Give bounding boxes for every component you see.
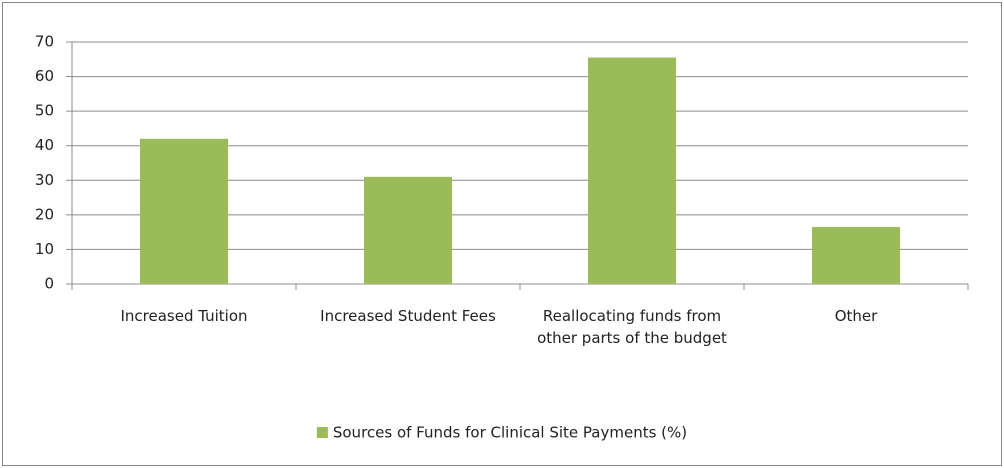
- y-tick-label: 60: [35, 67, 54, 85]
- y-tick-label: 10: [35, 240, 54, 258]
- x-tick-label: Other: [834, 307, 878, 325]
- y-tick-label: 0: [44, 275, 54, 293]
- bar: [812, 226, 900, 284]
- x-tick-label: Increased Tuition: [120, 307, 248, 325]
- bar: [588, 57, 676, 284]
- y-tick-label: 40: [35, 136, 54, 154]
- bar: [140, 138, 228, 284]
- legend-swatch: [316, 427, 328, 438]
- y-tick-label: 20: [35, 205, 54, 223]
- y-tick-label: 50: [35, 102, 54, 120]
- y-tick-label: 30: [35, 171, 54, 189]
- x-tick-label: Reallocating funds from other parts of t…: [537, 307, 727, 347]
- bar: [364, 176, 452, 284]
- y-tick-label: 70: [35, 33, 54, 51]
- legend-label: Sources of Funds for Clinical Site Payme…: [333, 424, 687, 442]
- x-tick-label: Increased Student Fees: [320, 307, 496, 325]
